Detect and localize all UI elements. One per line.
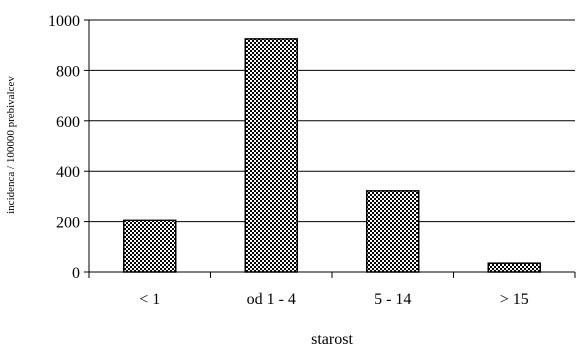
- x-tick-label: > 15: [500, 291, 529, 308]
- y-tick-labels: 0 200 400 600 800 1000: [48, 13, 80, 282]
- y-tick-label: 1000: [48, 13, 80, 30]
- x-tick-label: < 1: [139, 291, 160, 308]
- bar: [487, 262, 541, 273]
- gridlines: [89, 19, 575, 223]
- y-tick-label: 800: [56, 63, 80, 80]
- x-tick-label: 5 - 14: [374, 291, 411, 308]
- y-tick-label: 400: [56, 164, 80, 181]
- x-tick-labels: < 1 od 1 - 4 5 - 14 > 15: [139, 291, 529, 308]
- bars: [123, 38, 541, 273]
- y-axis-label: incidenca / 100000 prebivalcev: [5, 76, 17, 214]
- y-tick-label: 0: [72, 265, 80, 282]
- bar: [244, 38, 298, 273]
- bar: [123, 219, 177, 273]
- y-tick-label: 200: [56, 215, 80, 232]
- y-tick-label: 600: [56, 114, 80, 131]
- x-tick-label: od 1 - 4: [247, 291, 296, 308]
- bar: [366, 190, 420, 273]
- x-axis-label: starost: [311, 331, 353, 348]
